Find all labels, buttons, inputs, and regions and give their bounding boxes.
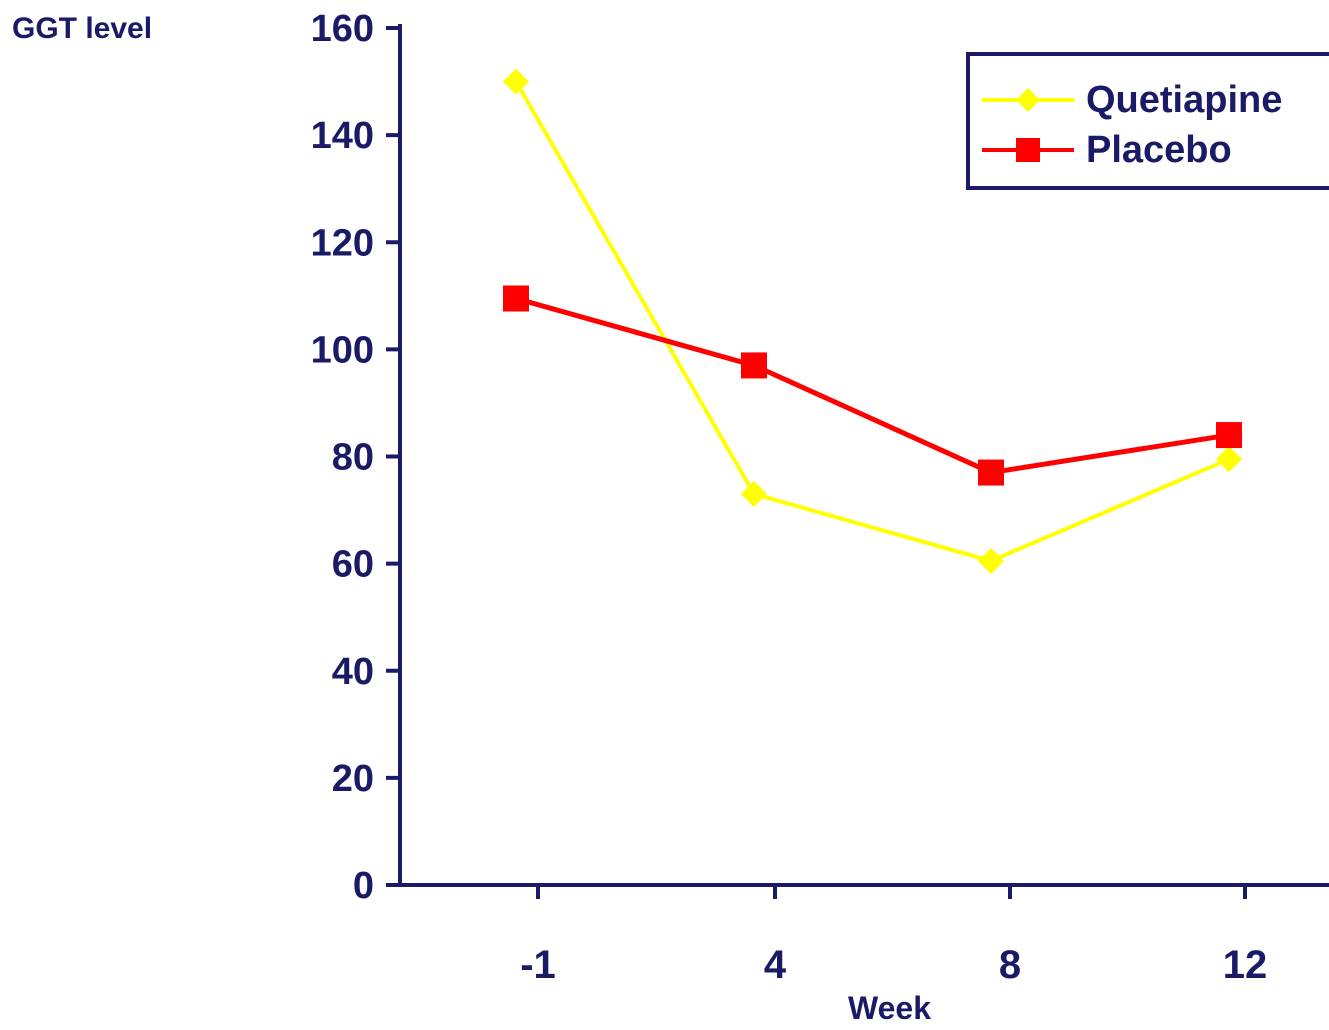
y-tick-label-40: 40 [332, 651, 374, 693]
x-tick-label-3: 12 [1223, 943, 1268, 987]
series-line-quetiapine [514, 80, 1230, 564]
y-tick-label-0: 0 [353, 865, 374, 907]
y-axis-title: GGT level [12, 12, 153, 45]
point-placebo-2 [978, 459, 1004, 486]
y-tick-label-160: 160 [311, 8, 374, 50]
x-tick-label-2: 8 [999, 943, 1021, 987]
y-tick-label-20: 20 [332, 758, 374, 800]
point-placebo-0 [503, 285, 529, 312]
legend: Quetiapine Placebo [966, 52, 1329, 190]
point-quetiapine-3 [1216, 446, 1242, 473]
y-tick-label-120: 120 [311, 222, 374, 264]
point-quetiapine-1 [741, 480, 767, 507]
y-tick-label-80: 80 [332, 437, 374, 479]
point-quetiapine-0 [503, 68, 529, 95]
legend-quetiapine-symbol [982, 88, 1074, 112]
point-placebo-1 [741, 352, 767, 379]
point-quetiapine-2 [978, 547, 1004, 574]
y-tick-label-60: 60 [332, 544, 374, 586]
x-tick-label-0: -1 [520, 943, 556, 987]
point-placebo-3 [1216, 422, 1242, 449]
x-tick-label-1: 4 [764, 943, 787, 987]
legend-quetiapine-diamond [1016, 88, 1040, 112]
legend-label-quetiapine: Quetiapine [1086, 78, 1283, 121]
legend-item-quetiapine: Quetiapine [970, 72, 1282, 128]
legend-placebo-square [1016, 138, 1040, 162]
legend-placebo-symbol [982, 138, 1074, 162]
y-tick-label-140: 140 [311, 115, 374, 157]
legend-item-placebo: Placebo [970, 122, 1232, 178]
x-axis-title: Week [847, 990, 931, 1026]
y-tick-label-100: 100 [311, 329, 374, 371]
legend-label-placebo: Placebo [1086, 128, 1232, 171]
series-line-placebo [515, 296, 1230, 476]
